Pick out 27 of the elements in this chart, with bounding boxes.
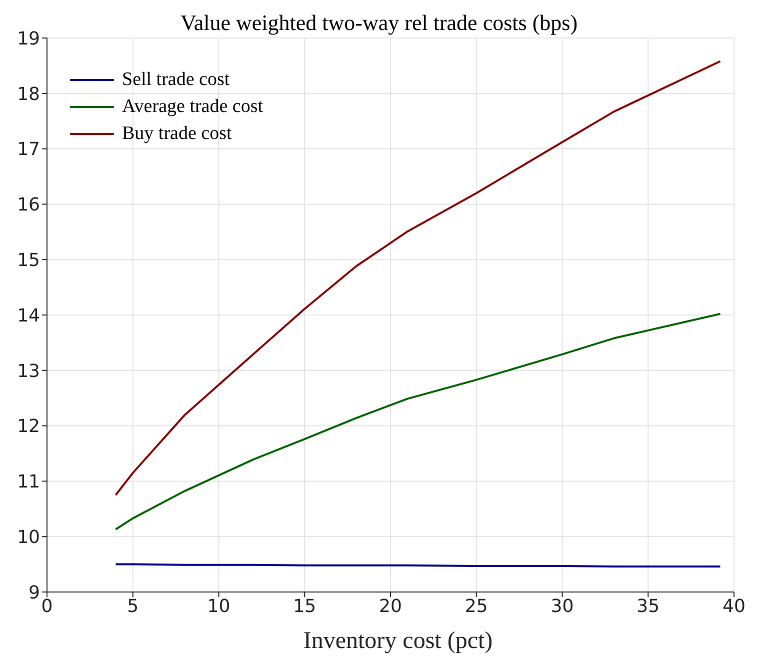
y-tick-label: 17 (17, 139, 40, 160)
y-tick-label: 11 (17, 472, 40, 493)
y-tick-label: 9 (28, 582, 40, 604)
chart-title: Value weighted two-way rel trade costs (bps) (180, 10, 578, 35)
legend-label: Buy trade cost (122, 122, 232, 144)
line-series (114, 312, 722, 530)
x-tick-label: 0 (41, 596, 53, 617)
x-tick-label: 15 (293, 596, 316, 617)
x-tick-label: 20 (379, 596, 402, 617)
legend-label: Sell trade cost (122, 68, 230, 90)
x-axis-title: Inventory cost (pct) (302, 628, 494, 655)
x-tick-label: 40 (722, 596, 746, 617)
y-tick-label: 10 (17, 526, 40, 548)
x-tick-label: 30 (550, 596, 574, 617)
y-tick-label: 13 (17, 360, 40, 382)
line-series (114, 60, 722, 496)
y-tick-label: 18 (17, 84, 40, 105)
x-tick-label: 25 (464, 596, 488, 617)
y-tick-label: 12 (17, 416, 40, 438)
y-tick-label: 16 (17, 194, 40, 216)
x-tick-label: 5 (127, 596, 139, 617)
y-tick-label: 15 (17, 250, 40, 271)
legend-label: Average trade cost (122, 96, 264, 118)
y-tick-label: 19 (17, 28, 40, 50)
x-tick-label: 35 (636, 596, 660, 617)
x-tick-label: 10 (207, 596, 230, 617)
y-tick-label: 14 (17, 305, 40, 326)
